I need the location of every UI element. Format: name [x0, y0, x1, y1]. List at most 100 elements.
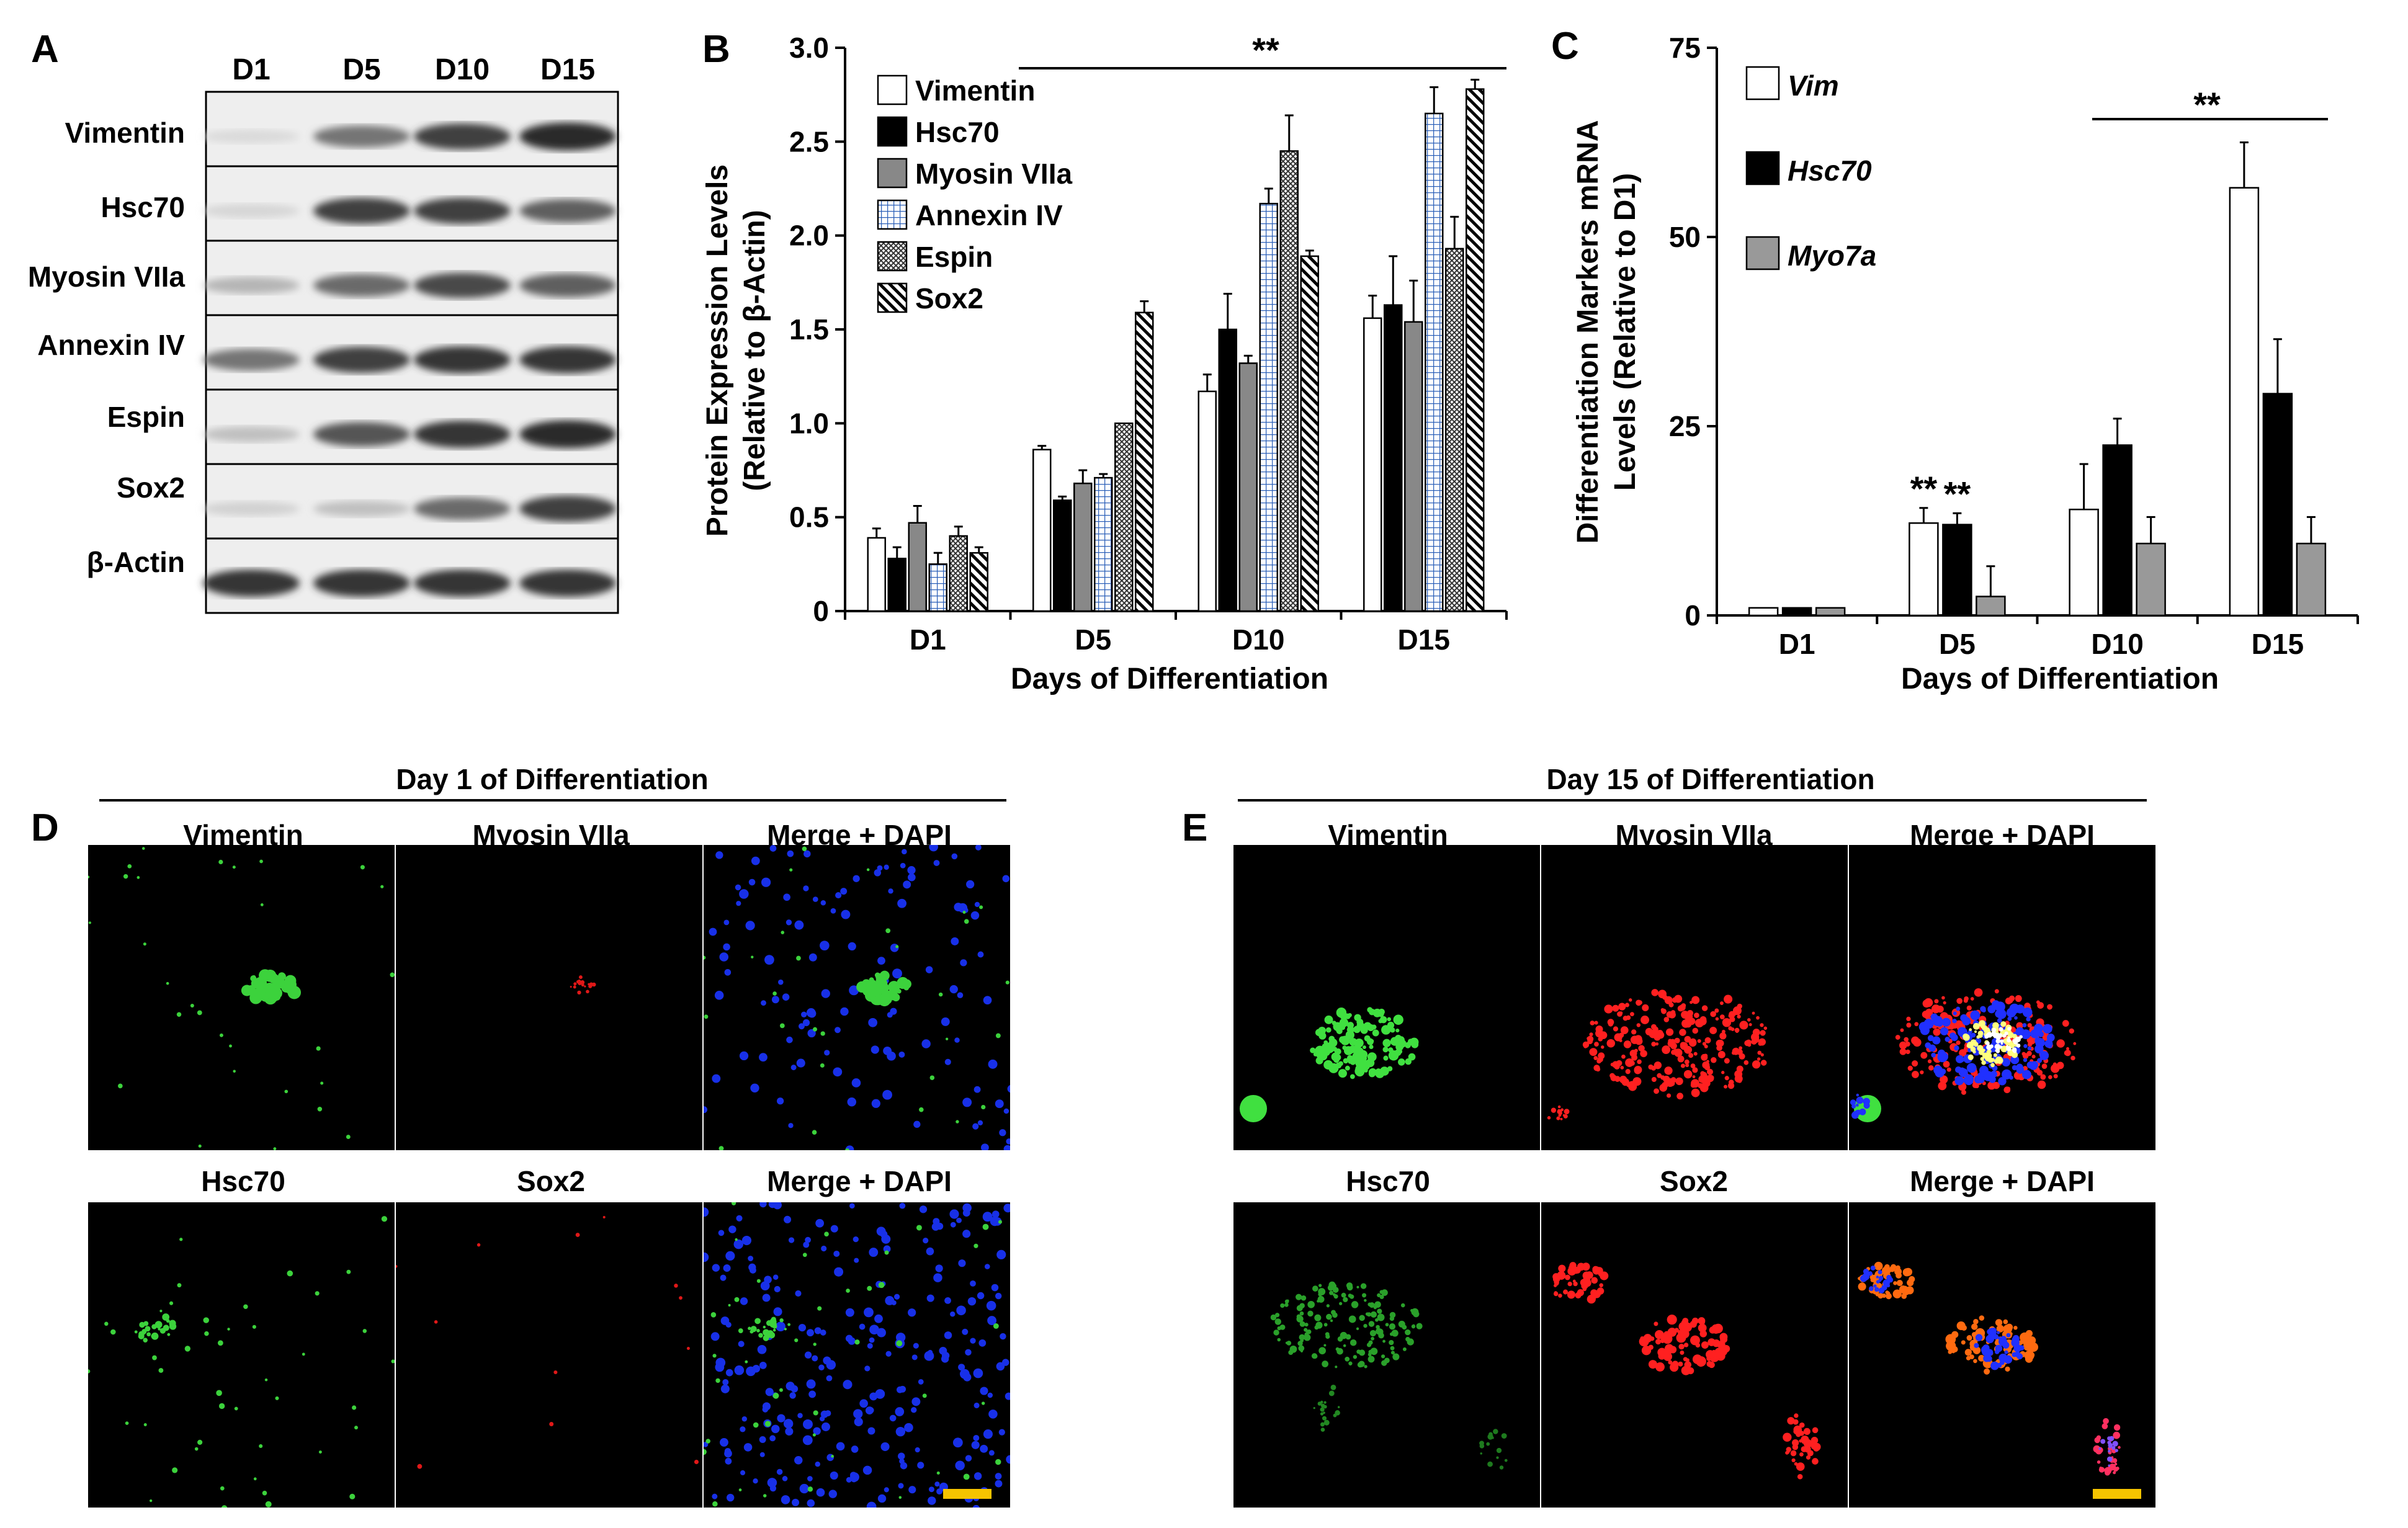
cell-dot	[874, 1314, 883, 1323]
cell-dot	[934, 1481, 940, 1487]
cell-blob	[1322, 1416, 1327, 1421]
cell-blob	[1368, 1068, 1377, 1076]
cell-blob	[584, 985, 586, 988]
cell-blob	[1348, 1362, 1353, 1365]
cell-dot	[830, 908, 836, 914]
cell-dot	[995, 1473, 1002, 1480]
cell-blob	[1714, 1347, 1724, 1357]
cell-blob	[1629, 1012, 1634, 1017]
bar	[2136, 542, 2166, 617]
cell-dot	[674, 1284, 678, 1288]
cell-dot	[759, 1362, 767, 1369]
cell-dot	[782, 1476, 788, 1481]
cell-blob	[1387, 1021, 1395, 1029]
cell-dot	[718, 1146, 724, 1150]
cell-blob	[1273, 1329, 1279, 1336]
cell-blob	[2009, 1003, 2020, 1014]
cell-blob	[1326, 1304, 1330, 1308]
cell-blob	[589, 982, 594, 987]
cell-blob	[1966, 1005, 1972, 1011]
cell-blob	[1345, 1334, 1351, 1340]
cell-blob	[1312, 1285, 1318, 1292]
cell-dot	[970, 911, 980, 920]
cell-blob	[1336, 1029, 1341, 1034]
cell-blob	[1722, 1018, 1732, 1027]
blot-band	[203, 426, 300, 442]
cell-blob	[1739, 1046, 1743, 1050]
cell-blob	[1359, 1315, 1365, 1321]
cell-blob	[1691, 1079, 1699, 1088]
cell-blob	[1763, 1026, 1768, 1030]
cell-dot	[928, 1496, 936, 1505]
cell-dot	[710, 1312, 717, 1318]
cell-blob	[1972, 1050, 1976, 1054]
cell-blob	[163, 1325, 169, 1331]
cell-blob	[2098, 1447, 2101, 1450]
cell-blob	[1416, 1323, 1423, 1329]
cell-dot	[738, 1488, 742, 1491]
cell-blob	[2003, 1319, 2008, 1325]
cell-dot	[973, 1368, 983, 1378]
cell-blob	[2003, 1325, 2012, 1334]
cell-blob	[1719, 1001, 1724, 1006]
cell-blob	[1335, 1287, 1338, 1291]
cell-blob	[1663, 1331, 1671, 1338]
cell-blob	[1599, 1283, 1604, 1287]
cell-dot	[787, 850, 794, 857]
cell-dot	[892, 968, 902, 979]
cell-dot	[724, 969, 732, 976]
cell-dot	[941, 1017, 950, 1026]
cell-blob	[750, 1326, 757, 1333]
cell-dot	[999, 1129, 1006, 1137]
cell-blob	[1974, 988, 1983, 997]
cell-blob	[274, 975, 279, 980]
cell-dot	[880, 1442, 890, 1451]
cell-blob	[1912, 1060, 1918, 1067]
blot-band	[519, 346, 616, 373]
cell-dot	[753, 1478, 758, 1484]
cell-blob	[1981, 1060, 1986, 1065]
cell-dot	[821, 989, 830, 998]
cell-blob	[1982, 1048, 1985, 1052]
cell-blob	[2028, 1352, 2032, 1356]
cell-blob	[1557, 1271, 1566, 1280]
cell-dot	[881, 1234, 891, 1244]
cell-dot	[977, 1120, 983, 1126]
cell-blob	[1674, 1037, 1680, 1043]
cell-blob	[2012, 1039, 2017, 1043]
cell-dot	[923, 1238, 929, 1244]
cell-dot	[739, 889, 749, 899]
cell-blob	[1665, 1028, 1674, 1036]
cell-blob	[1389, 1323, 1396, 1330]
cell-blob	[787, 1323, 791, 1326]
cell-blob	[1906, 1016, 1911, 1022]
cell-blob	[2100, 1439, 2106, 1444]
cell-dot	[813, 1410, 818, 1416]
blot-band	[313, 422, 410, 447]
cell-blob	[1299, 1303, 1305, 1309]
cell-blob	[1348, 1293, 1353, 1298]
cell-blob	[1333, 1057, 1340, 1063]
cell-blob	[2027, 1046, 2032, 1051]
cell-blob	[1619, 1011, 1623, 1015]
cell-blob	[1786, 1450, 1790, 1454]
legend-swatch	[877, 158, 908, 189]
panel-d-letter: D	[31, 806, 59, 849]
cell-blob	[1995, 1319, 2003, 1326]
x-tick-label: D15	[1398, 623, 1450, 656]
cell-blob	[2002, 1069, 2012, 1079]
cell-dot	[720, 1316, 730, 1325]
cell-blob	[1663, 1017, 1670, 1022]
cell-blob	[1364, 1365, 1367, 1369]
cell-blob	[1692, 1067, 1698, 1073]
cell-blob	[1858, 1282, 1866, 1291]
cell-blob	[1501, 1433, 1507, 1439]
cell-dot	[949, 1209, 959, 1219]
cell-blob	[1959, 1049, 1967, 1057]
cell-blob	[1945, 1037, 1950, 1042]
cell-blob	[1896, 1279, 1903, 1287]
cell-blob	[1394, 1331, 1397, 1335]
cell-dot	[979, 905, 983, 909]
cell-blob	[1377, 1308, 1382, 1314]
